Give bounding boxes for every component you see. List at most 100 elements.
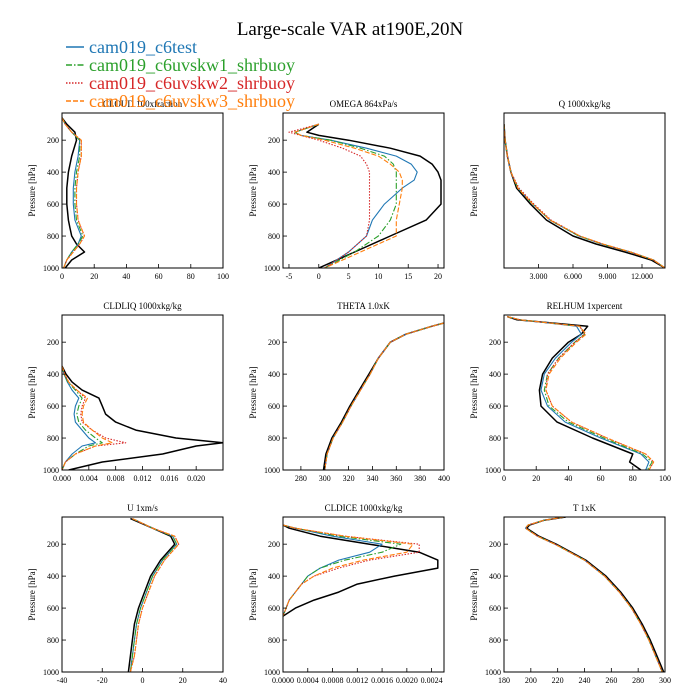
y-tick-label: 600 [268, 604, 280, 613]
y-tick-label: 1000 [264, 466, 280, 475]
x-tick-label: 320 [343, 474, 355, 483]
figure-title: Large-scale VAR at190E,20N [237, 19, 464, 40]
panel: Q 1000xkg/kg Pressure [hPa] 3.000 6.000 9.00… [469, 99, 666, 281]
y-tick-label: 400 [268, 370, 280, 379]
x-tick-label: 0 [60, 272, 64, 281]
series-line [62, 117, 86, 268]
series-line [62, 365, 223, 470]
y-tick-label: 200 [268, 540, 280, 549]
y-tick-label: 400 [47, 370, 59, 379]
series-line [283, 524, 402, 617]
series-line [62, 365, 113, 470]
series-line [129, 518, 180, 672]
x-tick-label: 260 [605, 676, 617, 685]
x-tick-label: 0.004 [80, 474, 98, 483]
series-line [507, 316, 655, 470]
series-group [524, 517, 665, 672]
y-tick-label: 600 [268, 200, 280, 209]
legend-label: cam019_c6uvskw1_shrbuoy [89, 55, 295, 75]
x-tick-label: 12.000 [631, 272, 653, 281]
x-tick-label: 0.0012 [346, 676, 368, 685]
x-tick-label: 100 [217, 272, 229, 281]
x-tick-label: 400 [438, 474, 450, 483]
y-tick-label: 600 [489, 402, 501, 411]
series-group [288, 123, 442, 268]
x-tick-label: 3.000 [530, 272, 548, 281]
panel-title: CLOUD 100xfraction [103, 99, 183, 109]
panel-frame [282, 314, 445, 471]
x-tick-label: 200 [525, 676, 537, 685]
series-line [504, 124, 665, 268]
y-tick-label: 400 [489, 572, 501, 581]
y-tick-label: 200 [268, 338, 280, 347]
series-line [283, 524, 414, 617]
y-axis-label: Pressure [hPa] [469, 164, 479, 216]
y-tick-label: 400 [47, 572, 59, 581]
x-tick-label: 6.000 [564, 272, 582, 281]
y-tick-label: 400 [489, 370, 501, 379]
x-tick-label: 0.012 [134, 474, 152, 483]
x-tick-label: 0 [317, 272, 321, 281]
y-tick-label: 400 [268, 572, 280, 581]
panel-frame [282, 516, 445, 673]
y-tick-label: 200 [489, 540, 501, 549]
panel-frame [503, 314, 666, 471]
panel-frame [503, 112, 666, 269]
y-axis-label: Pressure [hPa] [27, 366, 37, 418]
series-group [62, 365, 223, 470]
legend-label: cam019_c6uvskw2_shrbuoy [89, 73, 295, 93]
x-tick-label: 280 [632, 676, 644, 685]
series-line [294, 123, 397, 268]
y-tick-label: 200 [47, 338, 59, 347]
series-line [127, 517, 176, 672]
panel-title: OMEGA 864xPa/s [330, 99, 398, 109]
y-tick-label: 800 [47, 636, 59, 645]
y-tick-label: 800 [47, 434, 59, 443]
series-line [129, 518, 178, 672]
series-line [294, 123, 418, 268]
panel-frame [61, 516, 224, 673]
x-tick-label: 300 [659, 676, 671, 685]
y-axis-label: Pressure [hPa] [469, 366, 479, 418]
y-tick-label: 600 [268, 402, 280, 411]
y-axis-label: Pressure [hPa] [27, 568, 37, 620]
y-tick-label: 600 [489, 604, 501, 613]
x-tick-label: 180 [498, 676, 510, 685]
x-tick-label: 20 [532, 474, 540, 483]
series-line [524, 517, 663, 672]
x-tick-label: 0.0008 [322, 676, 344, 685]
y-tick-label: 1000 [264, 264, 280, 273]
x-tick-label: 9.000 [599, 272, 617, 281]
panel-title: THETA 1.0xK [337, 301, 390, 311]
x-tick-label: -40 [57, 676, 68, 685]
x-tick-label: 0.016 [160, 474, 178, 483]
series-line [294, 123, 403, 268]
x-tick-label: 280 [295, 474, 307, 483]
y-tick-label: 800 [268, 636, 280, 645]
x-tick-label: 0.0020 [396, 676, 418, 685]
series-line [504, 124, 665, 268]
y-tick-label: 800 [489, 636, 501, 645]
y-tick-label: 200 [489, 338, 501, 347]
series-line [507, 316, 655, 470]
series-group [62, 117, 86, 268]
x-tick-label: 360 [390, 474, 402, 483]
series-line [129, 518, 178, 672]
series-line [507, 316, 650, 470]
y-tick-label: 1000 [43, 264, 59, 273]
series-line [62, 117, 84, 268]
x-tick-label: 80 [187, 272, 195, 281]
panel-title: Q 1000xkg/kg [559, 99, 611, 109]
y-tick-label: 200 [47, 136, 59, 145]
y-tick-label: 1000 [43, 466, 59, 475]
y-tick-label: 800 [268, 434, 280, 443]
series-group [127, 517, 180, 672]
series-line [324, 322, 444, 470]
y-tick-label: 800 [489, 434, 501, 443]
series-line [324, 322, 444, 470]
